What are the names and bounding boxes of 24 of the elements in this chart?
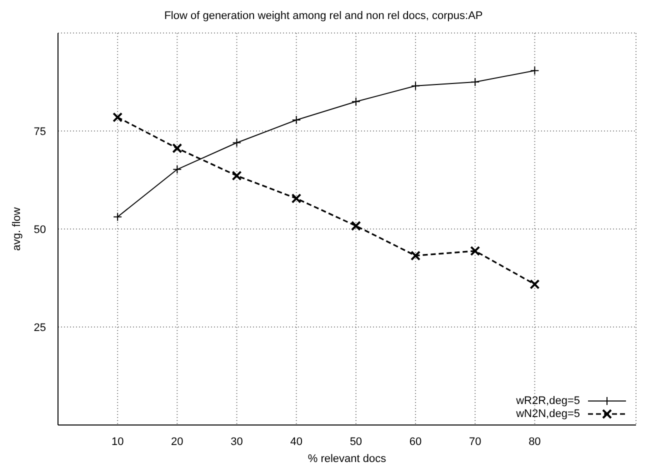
legend-label: wN2N,deg=5 xyxy=(516,408,580,420)
point xyxy=(470,246,480,256)
y-tick-label: 75 xyxy=(34,126,46,138)
x-axis-title: % relevant docs xyxy=(308,453,387,465)
legend-label: wR2R,deg=5 xyxy=(516,394,580,406)
x-tick-label: 30 xyxy=(230,436,243,448)
x-tick-label: 10 xyxy=(111,436,124,448)
x-tick-label: 70 xyxy=(468,436,482,448)
point xyxy=(232,170,242,181)
chart-title: Flow of generation weight among rel and non rel docs, corpus:AP xyxy=(163,10,484,22)
y-tick-label: 25 xyxy=(34,322,46,334)
y-tick-label: 50 xyxy=(34,224,46,236)
point xyxy=(291,193,302,204)
x-tick-label: 80 xyxy=(528,436,541,448)
point xyxy=(350,220,361,231)
x-tick-label: 40 xyxy=(290,436,302,448)
y-axis-title: avg. flow xyxy=(11,207,23,251)
point xyxy=(530,279,540,290)
point xyxy=(112,112,123,122)
x-tick-label: 50 xyxy=(350,436,362,448)
x-tick-label: 20 xyxy=(171,436,184,448)
point xyxy=(172,143,182,154)
point xyxy=(410,250,421,261)
x-tick-label: 60 xyxy=(409,436,422,448)
